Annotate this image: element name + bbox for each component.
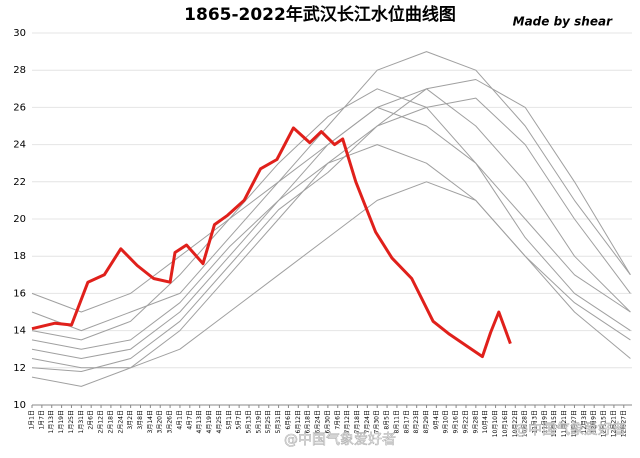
x-tick-label: 12月3日 xyxy=(581,410,588,433)
x-tick-label: 10月10日 xyxy=(492,410,499,437)
x-tick-label: 8月17日 xyxy=(403,410,410,433)
series-line xyxy=(31,126,512,359)
x-tick-label: 11月27日 xyxy=(571,410,578,437)
x-tick-label: 7月12日 xyxy=(344,410,351,433)
x-tick-label: 10月28日 xyxy=(522,410,529,437)
x-tick-label: 12月21日 xyxy=(610,410,617,437)
y-tick-label: 12 xyxy=(13,363,26,374)
annotation: Made by shear xyxy=(513,15,613,29)
x-tick-label: 4月25日 xyxy=(216,410,223,433)
series-line xyxy=(31,181,631,387)
x-tick-label: 7月24日 xyxy=(364,410,371,433)
series-line xyxy=(31,106,631,313)
x-tick-label: 9月16日 xyxy=(453,410,460,433)
plot: 10 12 14 16 18 20 22 24 26 28 30 1月1日 1月7日 1月13日 1月19日… xyxy=(13,28,632,437)
y-tick-label: 10 xyxy=(13,400,26,411)
x-tick-label: 1月1日 xyxy=(29,410,36,430)
x-tick-label: 4月7日 xyxy=(186,410,193,430)
x-tick-label: 2月6日 xyxy=(88,410,95,430)
x-tick-label: 9月4日 xyxy=(433,410,440,430)
y-tick-label: 26 xyxy=(13,102,26,113)
x-tick-label: 12月9日 xyxy=(591,410,598,433)
y-tick-label: 18 xyxy=(13,251,26,262)
x-tick-label: 2月24日 xyxy=(117,410,124,433)
x-tick-label: 7月30日 xyxy=(374,410,381,433)
y-tick-label: 24 xyxy=(13,140,26,151)
x-tick-label: 4月19日 xyxy=(206,410,213,433)
x-tick-label: 2月12日 xyxy=(98,410,105,433)
series-line xyxy=(31,88,631,341)
y-tick-label: 28 xyxy=(13,65,26,76)
x-tick-label: 1月7日 xyxy=(38,410,45,430)
x-tick-label: 10月4日 xyxy=(482,410,489,433)
x-tick-label: 1月13日 xyxy=(48,410,55,433)
chart-title: 1865-2022年武汉长江水位曲线图 xyxy=(184,4,456,25)
watermark: @中国气象爱好者 xyxy=(514,422,626,438)
x-tick-label: 5月13日 xyxy=(245,410,252,433)
series-line xyxy=(31,79,631,372)
x-tick-label: 11月9日 xyxy=(541,410,548,433)
x-tick-label: 5月25日 xyxy=(265,410,272,433)
x-tick-label: 10月16日 xyxy=(502,410,509,437)
x-tick-label: 5月1日 xyxy=(226,410,233,430)
x-tick-label: 6月24日 xyxy=(315,410,322,433)
x-tick-label: 10月22日 xyxy=(512,410,519,437)
y-tick-label: 30 xyxy=(13,28,26,39)
x-tick-label: 7月18日 xyxy=(354,410,361,433)
x-tick-label: 8月11日 xyxy=(393,410,400,433)
x-tick-label: 4月1日 xyxy=(176,410,183,430)
x-tick-label: 5月31日 xyxy=(275,410,282,433)
x-tick-label: 9月28日 xyxy=(472,410,479,433)
x-tick-label: 3月14日 xyxy=(147,410,154,433)
x-tick-label: 12月15日 xyxy=(601,410,608,437)
x-tick-label: 11月3日 xyxy=(532,410,539,433)
x-tick-label: 6月6日 xyxy=(285,410,292,430)
x-tick-label: 8月23日 xyxy=(413,410,420,433)
x-tick-label: 8月5日 xyxy=(384,410,391,430)
x-tick-label: 3月2日 xyxy=(127,410,134,430)
y-tick-label: 20 xyxy=(13,214,26,225)
x-tick-label: 5月7日 xyxy=(236,410,243,430)
x-tick-label: 7月6日 xyxy=(334,410,341,430)
y-tick-label: 22 xyxy=(13,177,26,188)
x-tick-label: 4月13日 xyxy=(196,410,203,433)
x-tick-label: 6月18日 xyxy=(305,410,312,433)
x-tick-label: 6月12日 xyxy=(295,410,302,433)
x-tick-label: 3月8日 xyxy=(137,410,144,430)
x-tick-label: 1月19日 xyxy=(58,410,65,433)
x-tick-label: 11月21日 xyxy=(561,410,568,437)
x-tick-label: 11月15日 xyxy=(551,410,558,437)
x-tick-label: 9月22日 xyxy=(462,410,469,433)
x-tick-label: 1月31日 xyxy=(78,410,85,433)
x-tick-label: 12月27日 xyxy=(620,410,627,437)
series-line xyxy=(31,51,631,332)
x-tick-label: 3月26日 xyxy=(167,410,174,433)
watermark: @中国气象爱好者 xyxy=(284,432,396,448)
x-tick-label: 8月29日 xyxy=(423,410,430,433)
x-tick-label: 5月19日 xyxy=(255,410,262,433)
x-tick-label: 9月10日 xyxy=(443,410,450,433)
y-tick-label: 14 xyxy=(13,326,26,337)
x-tick-label: 2月18日 xyxy=(107,410,114,433)
x-tick-label: 1月25日 xyxy=(68,410,75,433)
x-tick-label: 3月20日 xyxy=(157,410,164,433)
y-tick-label: 16 xyxy=(13,288,26,299)
x-tick-label: 6月30日 xyxy=(324,410,331,433)
